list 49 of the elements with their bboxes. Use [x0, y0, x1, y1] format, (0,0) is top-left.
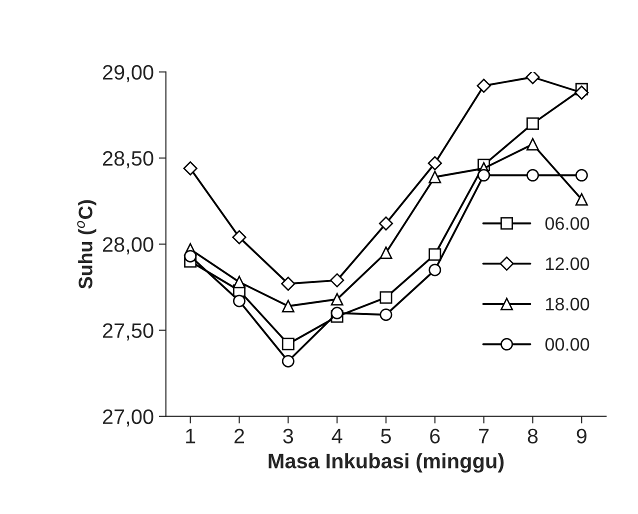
point: [330, 273, 344, 288]
point: [233, 276, 246, 288]
point: [183, 161, 198, 176]
point: [428, 264, 442, 276]
point: [380, 246, 392, 260]
point: [575, 169, 588, 182]
x-tick-label: 8: [528, 428, 538, 444]
point: [428, 170, 442, 184]
point: [574, 86, 589, 100]
point: [282, 300, 294, 312]
x-tick-label: 7: [479, 428, 489, 444]
point: [330, 306, 344, 320]
legend-label: 18.00: [546, 298, 590, 310]
point: [478, 169, 490, 182]
y-axis-title: Suhu ($^{o}$C): [77, 200, 96, 289]
point: [380, 291, 392, 304]
x-axis-title: Masa Inkubasi (minggu): [268, 453, 504, 473]
y-tick-label: 27,00: [102, 409, 154, 427]
point: [233, 294, 246, 308]
legend-label: 00.00: [545, 338, 590, 351]
x-tick-label: 1: [186, 428, 196, 444]
point: [282, 354, 294, 368]
point: [330, 293, 344, 306]
y-tick-label: 29,00: [102, 64, 154, 82]
point: [575, 193, 588, 206]
x-tick-label: 6: [430, 428, 440, 444]
point: [281, 276, 296, 291]
point: [428, 156, 442, 170]
point: [526, 138, 539, 151]
y-tick-label: 28,50: [102, 151, 154, 168]
legend-label: 12.00: [546, 257, 590, 270]
y-tick-label: 27,50: [102, 323, 154, 340]
point: [282, 338, 294, 350]
point: [476, 78, 491, 93]
point: [184, 250, 197, 262]
point: [526, 117, 539, 130]
point: [380, 308, 392, 321]
point: [232, 230, 246, 244]
x-tick-label: 4: [332, 428, 342, 444]
point: [526, 169, 539, 182]
point: [378, 216, 394, 231]
x-tick-label: 3: [283, 428, 294, 444]
x-tick-label: 2: [234, 428, 244, 444]
legend-label: 06.00: [545, 217, 590, 230]
point: [526, 72, 540, 84]
point: [428, 248, 442, 261]
x-tick-label: 9: [576, 428, 586, 444]
x-tick-label: 5: [381, 428, 391, 444]
y-tick-label: 28,00: [102, 237, 154, 254]
